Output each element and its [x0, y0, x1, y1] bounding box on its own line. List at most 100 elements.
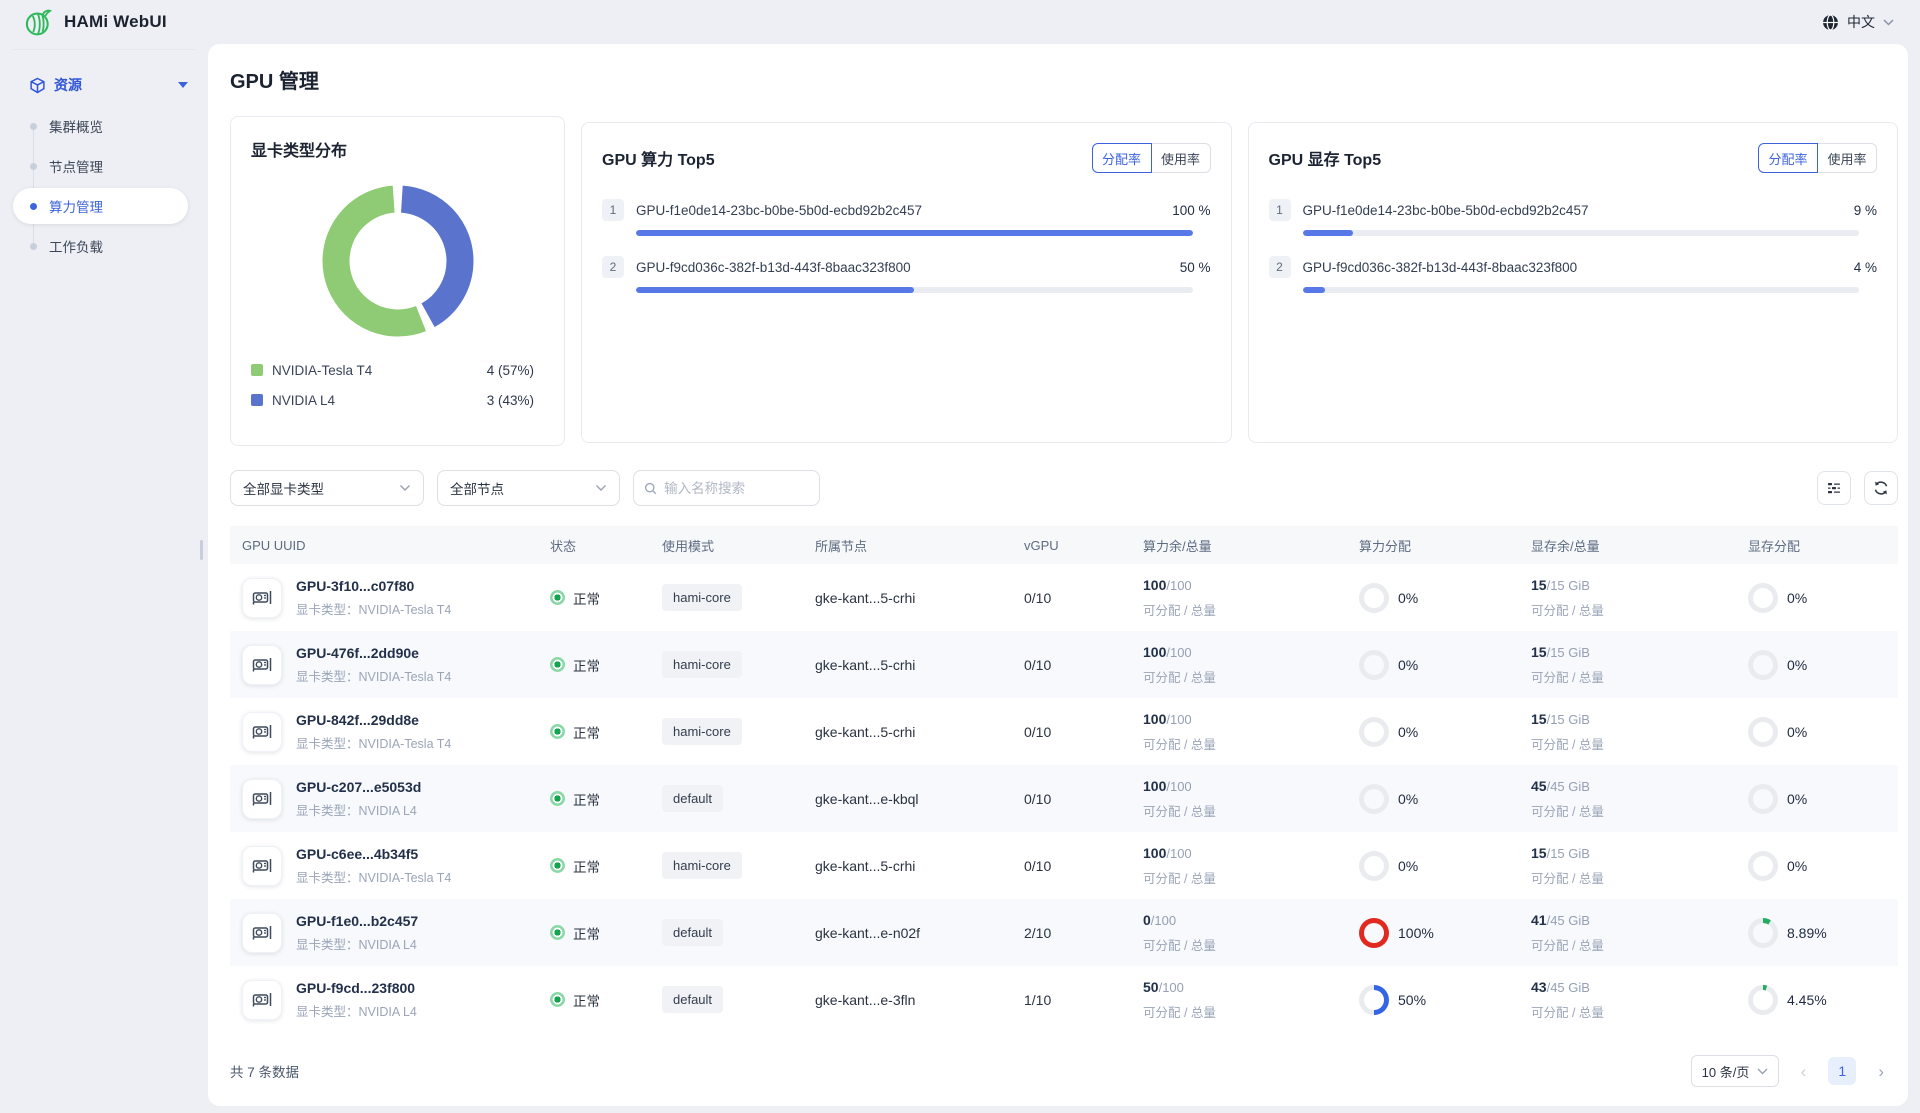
legend-label: NVIDIA-Tesla T4 [272, 362, 373, 378]
gpu-name: GPU-f9cd036c-382f-b13d-443f-8baac323f800 [1302, 259, 1578, 275]
table-row[interactable]: GPU-c207...e5053d 显卡类型：NVIDIA L4 正常 default… [230, 765, 1898, 832]
top5-item: 2 GPU-f9cd036c-382f-b13d-443f-8baac323f8… [1268, 256, 1877, 293]
next-page-button[interactable]: › [1878, 1061, 1884, 1081]
language-selector[interactable]: 中文 [1822, 12, 1894, 32]
percent-value: 9 % [1853, 202, 1877, 218]
topbar: HAMi WebUI 中文 [0, 0, 1920, 44]
gpu-type-distribution-card: 显卡类型分布 NVIDIA-Tesla T4 4 (57%) NVIDIA L4… [230, 116, 565, 446]
usage-rate-tab[interactable]: 使用率 [1817, 143, 1877, 173]
table-footer: 共 7 条数据 10 条/页 ‹ 1 › [230, 1055, 1898, 1087]
legend-swatch [251, 364, 263, 376]
table-row[interactable]: GPU-f1e0...b2c457 显卡类型：NVIDIA L4 正常 default… [230, 899, 1898, 966]
progress-bar [1302, 287, 1859, 293]
gpu-uuid: GPU-f9cd...23f800 [296, 979, 416, 996]
legend-value: 4 (57%) [486, 362, 534, 378]
allocation-rate-tab[interactable]: 分配率 [1758, 143, 1818, 173]
gpu-uuid: GPU-476f...2dd90e [296, 644, 419, 661]
memory-quota: 43/45 GiB 可分配 / 总量 [1531, 978, 1604, 1020]
legend-value: 3 (43%) [486, 392, 534, 408]
node-name: gke-kant...5-crhi [815, 857, 916, 874]
sidebar-item-workloads[interactable]: 工作负载 [0, 226, 208, 266]
gpu-type-select[interactable]: 全部显卡类型 [230, 470, 424, 506]
table-row[interactable]: GPU-3f10...c07f80 显卡类型：NVIDIA-Tesla T4 正常 h… [230, 564, 1898, 631]
page-size-select[interactable]: 10 条/页 [1690, 1055, 1779, 1087]
previous-page-button[interactable]: ‹ [1800, 1061, 1807, 1081]
sidebar-item-cluster-overview[interactable]: 集群概览 [0, 106, 208, 146]
sidebar-item-compute-management[interactable]: 算力管理 [0, 186, 208, 226]
top5-item: 1 GPU-f1e0de14-23bc-b0be-5b0d-ecbd92b2c4… [602, 199, 1211, 236]
core-allocation-ring [1359, 716, 1389, 747]
sidebar-item-node-management[interactable]: 节点管理 [0, 146, 208, 186]
caret-down-icon [178, 82, 188, 88]
core-allocation: 50% [1347, 984, 1519, 1015]
gpu-card-icon [242, 644, 282, 685]
filter-bar: 全部显卡类型 全部节点 [230, 470, 1898, 506]
card-title: GPU 算力 Top5 [602, 152, 715, 169]
language-label: 中文 [1847, 14, 1875, 30]
usage-rate-tab[interactable]: 使用率 [1150, 143, 1211, 173]
sidebar: 资源 集群概览 节点管理 算力管理 工作负载 [0, 44, 208, 1113]
sidebar-group-resources[interactable]: 资源 [29, 72, 188, 98]
memory-allocation: 0% [1736, 850, 1898, 881]
node-name: gke-kant...5-crhi [815, 723, 916, 740]
gpu-card-icon [242, 912, 282, 953]
core-quota: 100/100 可分配 / 总量 [1143, 576, 1216, 618]
summary-cards: 显卡类型分布 NVIDIA-Tesla T4 4 (57%) NVIDIA L4… [230, 116, 1898, 446]
core-allocation: 100% [1347, 917, 1519, 948]
refresh-icon [1874, 481, 1888, 495]
status-ok-icon [550, 791, 565, 806]
memory-quota: 15/15 GiB 可分配 / 总量 [1531, 643, 1604, 685]
timeline-dot-icon [30, 122, 37, 130]
status-label: 正常 [573, 926, 600, 942]
timeline-dot-icon [30, 202, 37, 210]
gpu-uuid: GPU-c6ee...4b34f5 [296, 845, 419, 862]
table-header: GPU UUID 状态 使用模式 所属节点 vGPU 算力余/总量 算力分配 显… [230, 526, 1898, 564]
core-allocation-ring [1359, 984, 1389, 1015]
status-label: 正常 [573, 591, 600, 607]
top5-item: 1 GPU-f1e0de14-23bc-b0be-5b0d-ecbd92b2c4… [1268, 199, 1877, 236]
card-title: GPU 显存 Top5 [1268, 152, 1382, 169]
sidebar-collapse-handle[interactable] [200, 540, 203, 560]
refresh-button[interactable] [1864, 471, 1898, 505]
legend-item[interactable]: NVIDIA L4 3 (43%) [251, 385, 544, 415]
gpu-memory-top5-card: GPU 显存 Top5 分配率 使用率 1 GPU-f1e0de14-23bc-… [1247, 122, 1898, 443]
gpu-type: 显卡类型：NVIDIA L4 [296, 1004, 417, 1019]
memory-allocation-ring [1748, 716, 1778, 747]
vgpu-value: 0/10 [1024, 723, 1052, 740]
rank-badge: 1 [602, 199, 624, 221]
legend-item[interactable]: NVIDIA-Tesla T4 4 (57%) [251, 355, 544, 385]
gpu-card-icon [242, 778, 282, 819]
percent-value: 4 % [1853, 259, 1877, 275]
percent-value: 50 % [1179, 259, 1211, 275]
gpu-type: 显卡类型：NVIDIA L4 [296, 803, 417, 818]
pagination: 10 条/页 ‹ 1 › [1690, 1055, 1884, 1087]
memory-allocation-ring [1748, 582, 1778, 613]
mode-badge: default [662, 919, 724, 946]
status-ok-icon [550, 724, 565, 739]
main-panel: GPU 管理 显卡类型分布 NVIDIA-Tesla T4 4 (57%) NV… [208, 44, 1908, 1106]
top5-item: 2 GPU-f9cd036c-382f-b13d-443f-8baac323f8… [602, 256, 1211, 293]
vgpu-value: 0/10 [1024, 656, 1052, 673]
table-row[interactable]: GPU-476f...2dd90e 显卡类型：NVIDIA-Tesla T4 正常 h… [230, 631, 1898, 698]
vgpu-value: 0/10 [1024, 857, 1052, 874]
gpu-type: 显卡类型：NVIDIA L4 [296, 937, 417, 952]
core-quota: 100/100 可分配 / 总量 [1143, 643, 1216, 685]
column-settings-button[interactable] [1817, 471, 1851, 505]
node-select[interactable]: 全部节点 [437, 470, 620, 506]
memory-allocation-ring [1748, 649, 1778, 680]
table-row[interactable]: GPU-f9cd...23f800 显卡类型：NVIDIA L4 正常 default… [230, 966, 1898, 1033]
mode-badge: hami-core [662, 852, 742, 879]
search-icon [644, 482, 657, 494]
gpu-card-icon [242, 711, 282, 752]
gpu-uuid: GPU-3f10...c07f80 [296, 577, 415, 594]
mode-badge: hami-core [662, 651, 742, 678]
search-input[interactable] [664, 480, 809, 496]
table-row[interactable]: GPU-c6ee...4b34f5 显卡类型：NVIDIA-Tesla T4 正常 h… [230, 832, 1898, 899]
allocation-rate-tab[interactable]: 分配率 [1091, 143, 1152, 173]
core-allocation-ring [1359, 850, 1389, 881]
page-number-button[interactable]: 1 [1828, 1057, 1857, 1085]
rank-badge: 1 [1268, 199, 1291, 221]
sidebar-divider [12, 49, 196, 50]
table-row[interactable]: GPU-842f...29dd8e 显卡类型：NVIDIA-Tesla T4 正常 h… [230, 698, 1898, 765]
status-ok-icon [550, 992, 565, 1007]
